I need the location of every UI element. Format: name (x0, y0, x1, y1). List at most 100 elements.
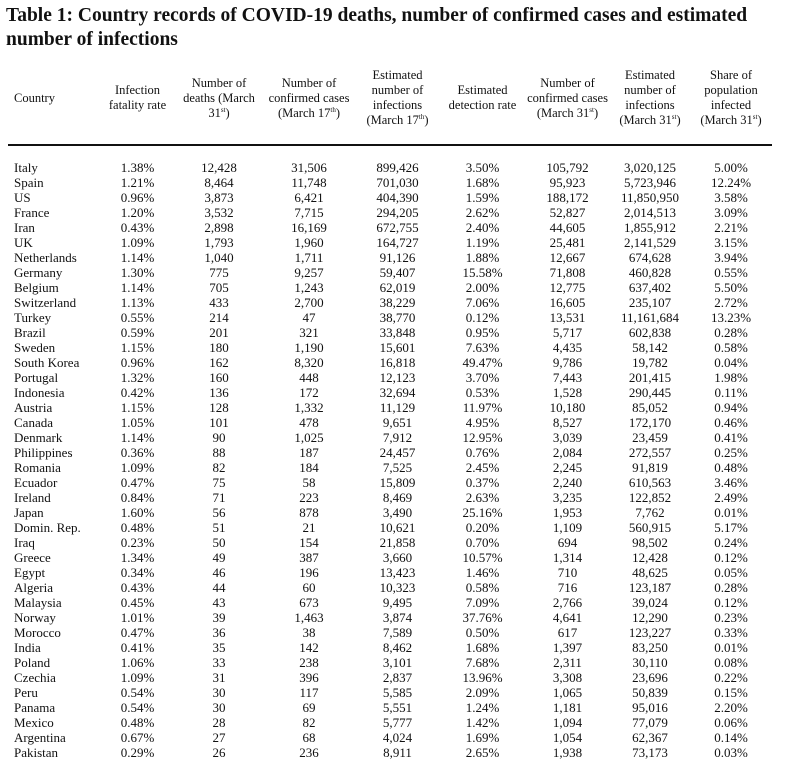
cell-infection-fatality-rate: 1.14% (120, 280, 155, 295)
cell-infection-fatality-rate: 0.55% (120, 310, 155, 325)
cell-infection-fatality-rate: 1.32% (120, 370, 155, 385)
cell-share-infected-mar31: 3.58% (714, 190, 748, 205)
cell-share-infected-mar31: 0.12% (714, 550, 748, 565)
cell-share-infected-mar31: 2.20% (714, 700, 748, 715)
cell-infection-fatality-rate: 1.14% (120, 430, 155, 445)
country-cell: Germany (14, 265, 63, 280)
cell-infection-fatality-rate: 0.54% (120, 685, 155, 700)
cell-est-infections-mar17: 7,912 (382, 430, 413, 445)
cell-confirmed-mar31: 1,109 (552, 520, 583, 535)
cell-confirmed-mar17: 1,960 (294, 235, 324, 250)
country-cell: US (14, 190, 31, 205)
cell-confirmed-mar31: 2,245 (552, 460, 583, 475)
cell-detection-rate: 0.53% (465, 385, 500, 400)
cell-detection-rate: 1.59% (465, 190, 500, 205)
table-row: Peru 0.54% 30 117 5,585 2.09% 1,065 50,839 0.15% (8, 685, 772, 700)
country-cell: Egypt (14, 565, 46, 580)
cell-detection-rate: 3.70% (465, 370, 500, 385)
cell-est-infections-mar17: 701,030 (376, 175, 419, 190)
table-row: Egypt 0.34% 46 196 13,423 1.46% 710 48,625 0.05% (8, 565, 772, 580)
header-tail: ) (335, 105, 341, 120)
cell-deaths-mar31: 82 (212, 460, 226, 475)
cell-detection-rate: 2.00% (465, 280, 500, 295)
cell-est-infections-mar31: 30,110 (632, 655, 668, 670)
cell-confirmed-mar17: 47 (302, 310, 316, 325)
cell-confirmed-mar17: 8,320 (294, 355, 324, 370)
cell-est-infections-mar31: 50,839 (632, 685, 668, 700)
cell-deaths-mar31: 71 (212, 490, 226, 505)
cell-infection-fatality-rate: 1.30% (120, 265, 155, 280)
cell-infection-fatality-rate: 1.05% (120, 415, 155, 430)
cell-confirmed-mar31: 4,641 (552, 610, 583, 625)
cell-confirmed-mar31: 13,531 (549, 310, 586, 325)
cell-infection-fatality-rate: 1.09% (120, 670, 155, 685)
country-cell: Spain (14, 175, 44, 190)
cell-est-infections-mar17: 3,490 (382, 505, 413, 520)
cell-infection-fatality-rate: 0.29% (120, 745, 155, 760)
table-row: Panama 0.54% 30 69 5,551 1.24% 1,181 95,016 2.20… (8, 700, 772, 715)
cell-deaths-mar31: 90 (212, 430, 226, 445)
cell-est-infections-mar31: 602,838 (628, 325, 672, 340)
country-cell: South Korea (14, 355, 80, 370)
cell-share-infected-mar31: 5.00% (714, 160, 748, 175)
cell-confirmed-mar31: 3,235 (552, 490, 583, 505)
cell-confirmed-mar31: 1,065 (552, 685, 583, 700)
cell-detection-rate: 0.70% (465, 535, 500, 550)
cell-detection-rate: 0.12% (465, 310, 500, 325)
country-cell: Domin. Rep. (14, 520, 81, 535)
column-header-infection-fatality-rate: Infection fatality rate (100, 52, 175, 146)
cell-detection-rate: 15.58% (462, 265, 503, 280)
cell-detection-rate: 1.68% (465, 640, 500, 655)
table-row: Iraq 0.23% 50 154 21,858 0.70% 694 98,502 0.24% (8, 535, 772, 550)
table-row: Poland 1.06% 33 238 3,101 7.68% 2,311 30,110 0.0… (8, 655, 772, 670)
cell-deaths-mar31: 160 (209, 370, 229, 385)
cell-est-infections-mar31: 674,628 (628, 250, 672, 265)
cell-deaths-mar31: 162 (209, 355, 229, 370)
country-cell: Italy (14, 160, 38, 175)
cell-detection-rate: 1.69% (465, 730, 500, 745)
cell-share-infected-mar31: 0.22% (714, 670, 748, 685)
cell-confirmed-mar31: 16,605 (549, 295, 586, 310)
cell-est-infections-mar31: 39,024 (632, 595, 668, 610)
header-text: Country (14, 90, 55, 105)
cell-confirmed-mar17: 1,711 (294, 250, 324, 265)
cell-deaths-mar31: 26 (212, 745, 226, 760)
cell-deaths-mar31: 30 (212, 700, 226, 715)
cell-confirmed-mar17: 16,169 (291, 220, 327, 235)
cell-est-infections-mar17: 38,229 (379, 295, 416, 310)
cell-share-infected-mar31: 12.24% (710, 175, 752, 190)
cell-infection-fatality-rate: 1.38% (120, 160, 155, 175)
country-cell: Morocco (14, 625, 61, 640)
cell-confirmed-mar31: 1,314 (552, 550, 583, 565)
table-row: Morocco 0.47% 36 38 7,589 0.50% 617 123,227 0.33… (8, 625, 772, 640)
cell-share-infected-mar31: 0.55% (714, 265, 748, 280)
cell-confirmed-mar17: 184 (299, 460, 319, 475)
cell-est-infections-mar31: 235,107 (628, 295, 672, 310)
cell-est-infections-mar17: 5,551 (382, 700, 413, 715)
cell-share-infected-mar31: 0.14% (714, 730, 748, 745)
cell-share-infected-mar31: 13.23% (710, 310, 752, 325)
table-row: Pakistan 0.29% 26 236 8,911 2.65% 1,938 73,173 0… (8, 745, 772, 760)
cell-infection-fatality-rate: 0.67% (120, 730, 155, 745)
column-header-detection-rate: Estimated detection rate (440, 52, 525, 146)
cell-est-infections-mar17: 33,848 (379, 325, 416, 340)
cell-infection-fatality-rate: 1.60% (120, 505, 155, 520)
cell-est-infections-mar17: 5,777 (382, 715, 413, 730)
cell-confirmed-mar31: 12,667 (549, 250, 586, 265)
cell-detection-rate: 4.95% (465, 415, 500, 430)
cell-est-infections-mar31: 73,173 (632, 745, 668, 760)
cell-confirmed-mar17: 172 (299, 385, 319, 400)
cell-detection-rate: 0.95% (465, 325, 500, 340)
table-row: Philippines 0.36% 88 187 24,457 0.76% 2,084 272… (8, 445, 772, 460)
header-tail: ) (676, 113, 681, 127)
header-superscript: st (752, 112, 758, 121)
header-superscript: st (589, 105, 594, 114)
cell-deaths-mar31: 50 (212, 535, 226, 550)
cell-infection-fatality-rate: 0.34% (120, 565, 155, 580)
cell-share-infected-mar31: 2.21% (714, 220, 748, 235)
cell-est-infections-mar31: 11,161,684 (620, 310, 680, 325)
cell-infection-fatality-rate: 1.13% (120, 295, 155, 310)
cell-est-infections-mar31: 19,782 (632, 355, 668, 370)
cell-est-infections-mar31: 123,227 (628, 625, 672, 640)
cell-infection-fatality-rate: 0.47% (120, 625, 155, 640)
